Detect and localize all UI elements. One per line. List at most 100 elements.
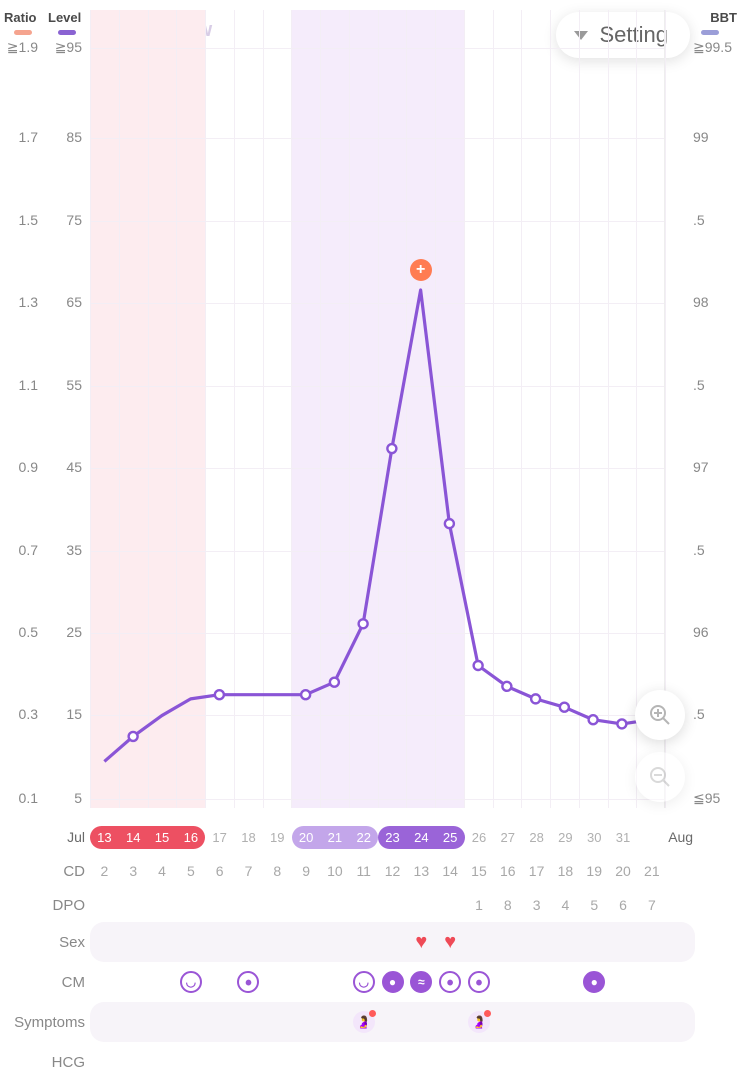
cell: ◡ (176, 962, 205, 1002)
cell: ≈ (407, 962, 436, 1002)
date-day[interactable]: 22 (349, 826, 378, 849)
gridline (665, 10, 666, 808)
cell: Aug (666, 820, 695, 854)
cell (321, 962, 350, 1002)
cell: 9 (292, 854, 321, 888)
cell (148, 922, 177, 962)
cell: 24 (407, 820, 436, 854)
data-rows: Jul 131415161718192021222324252627282930… (0, 820, 745, 1082)
cell: 29 (551, 820, 580, 854)
chart-plot-area[interactable]: + (90, 10, 665, 808)
cell (292, 922, 321, 962)
date-day[interactable]: 16 (176, 826, 205, 849)
date-day[interactable]: 29 (558, 830, 572, 845)
date-day[interactable]: 19 (270, 830, 284, 845)
cell: ● (580, 962, 609, 1002)
date-row: Jul 131415161718192021222324252627282930… (0, 820, 745, 854)
cell (666, 888, 695, 922)
y-tick: 0.5 (0, 624, 38, 640)
cell: 2 (90, 854, 119, 888)
cell (349, 922, 378, 962)
ratio-axis-marker (14, 30, 32, 35)
cm-icon[interactable]: ◡ (180, 971, 202, 993)
cell (609, 922, 638, 962)
hcg-row: HCG (0, 1042, 745, 1082)
cell (119, 888, 148, 922)
date-day[interactable]: 17 (212, 830, 226, 845)
cell (90, 1042, 119, 1082)
symptom-icon[interactable]: 🤰 (468, 1011, 490, 1033)
symptom-icon[interactable]: 🤰 (353, 1011, 375, 1033)
y-tick: .5 (693, 542, 741, 558)
cm-row: CM ◡⦁◡●≈⦁⦁● (0, 962, 745, 1002)
cell (119, 1042, 148, 1082)
date-day[interactable]: 21 (321, 826, 350, 849)
zoom-out-button[interactable] (635, 752, 685, 802)
cell (90, 922, 119, 962)
cell (148, 1042, 177, 1082)
cell (580, 1002, 609, 1042)
cell: 6 (205, 854, 234, 888)
ratio-axis-title: Ratio (4, 10, 37, 25)
date-day[interactable]: 23 (378, 826, 407, 849)
cell (119, 962, 148, 1002)
date-day[interactable]: 28 (529, 830, 543, 845)
cell: ⦁ (234, 962, 263, 1002)
cell: 14 (119, 820, 148, 854)
y-tick: ≧1.9 (0, 39, 38, 56)
cell (263, 962, 292, 1002)
cell (263, 922, 292, 962)
cell (321, 1002, 350, 1042)
cell: 6 (609, 888, 638, 922)
date-day[interactable]: 15 (148, 826, 177, 849)
cell: 3 (119, 854, 148, 888)
date-day[interactable]: 14 (119, 826, 148, 849)
heart-icon[interactable]: ♥ (444, 931, 456, 954)
date-day[interactable]: 20 (292, 826, 321, 849)
cell (551, 1042, 580, 1082)
date-day[interactable]: 18 (241, 830, 255, 845)
cell (522, 1002, 551, 1042)
date-day[interactable]: 24 (407, 826, 436, 849)
cell (263, 1002, 292, 1042)
cd-row: CD 23456789101112131415161718192021 (0, 854, 745, 888)
date-day[interactable]: 25 (436, 826, 465, 849)
zoom-in-button[interactable] (635, 690, 685, 740)
cell (666, 1002, 695, 1042)
date-day[interactable]: 31 (616, 830, 630, 845)
cm-icon[interactable]: ● (382, 971, 404, 993)
cell: ◡ (349, 962, 378, 1002)
date-day[interactable]: 30 (587, 830, 601, 845)
cell: 4 (551, 888, 580, 922)
cell (551, 922, 580, 962)
cell: 15 (465, 854, 494, 888)
cm-icon[interactable]: ⦁ (237, 971, 259, 993)
cm-icon[interactable]: ● (583, 971, 605, 993)
cell: 26 (465, 820, 494, 854)
cell: 28 (522, 820, 551, 854)
cm-icon[interactable]: ⦁ (439, 971, 461, 993)
cell: 17 (522, 854, 551, 888)
y-tick: 1.3 (0, 294, 38, 310)
cell (176, 1042, 205, 1082)
cell: 10 (321, 854, 350, 888)
cm-icon[interactable]: ⦁ (468, 971, 490, 993)
cell (493, 962, 522, 1002)
y-tick: ≦95 (693, 790, 741, 807)
date-day[interactable]: 26 (472, 830, 486, 845)
cell: 🤰 (349, 1002, 378, 1042)
cell: 15 (148, 820, 177, 854)
sex-label: Sex (0, 934, 85, 951)
y-tick: 0.1 (0, 790, 38, 806)
cm-icon[interactable]: ≈ (410, 971, 432, 993)
level-line-chart (90, 10, 665, 808)
date-day[interactable]: 13 (90, 826, 119, 849)
cell (205, 922, 234, 962)
cell: ⦁ (436, 962, 465, 1002)
date-day[interactable]: 27 (501, 830, 515, 845)
y-tick: 65 (44, 294, 82, 310)
heart-icon[interactable]: ♥ (415, 931, 427, 954)
cell (176, 888, 205, 922)
cm-icon[interactable]: ◡ (353, 971, 375, 993)
y-tick: 0.9 (0, 459, 38, 475)
